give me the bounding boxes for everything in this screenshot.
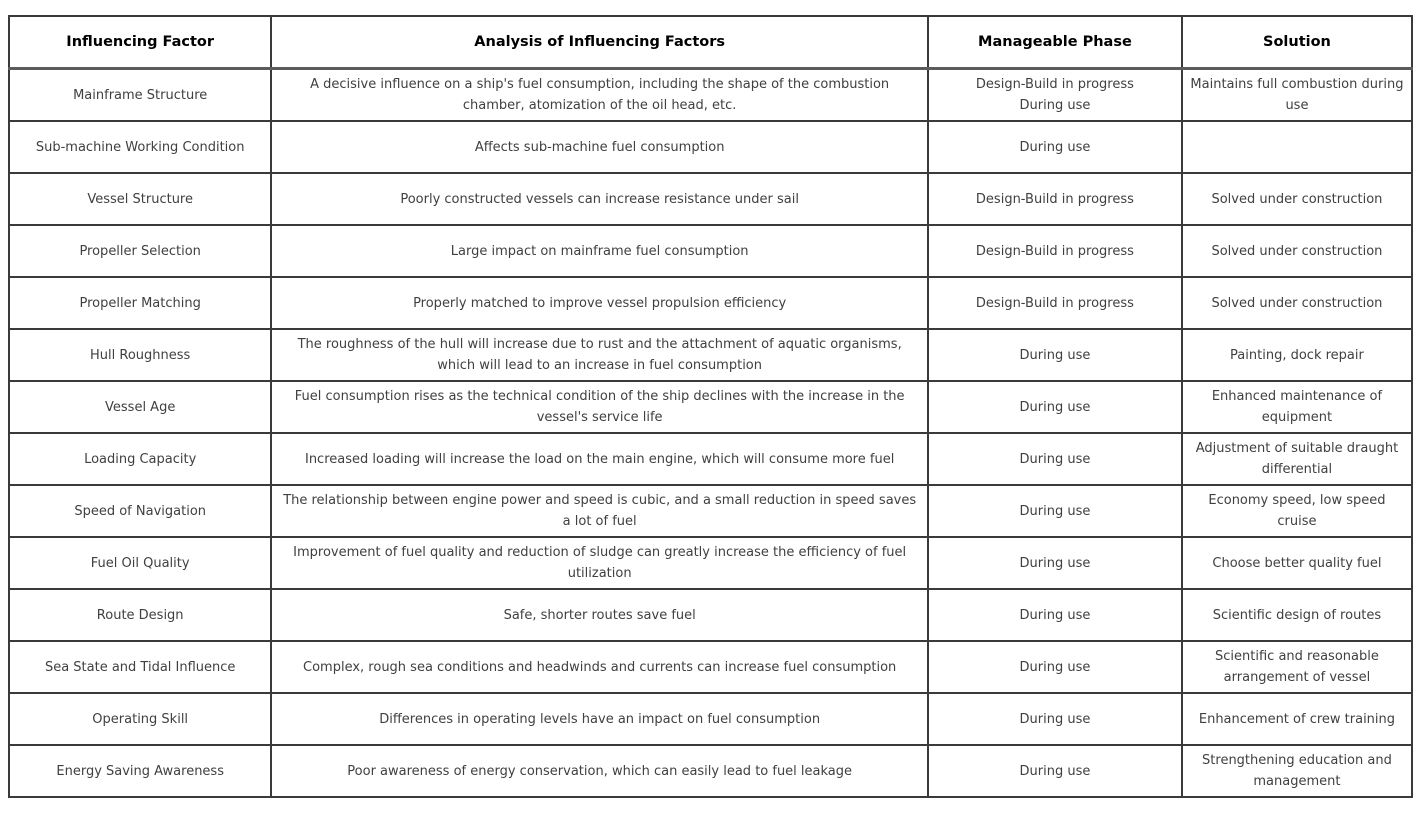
- solution-cell: Choose better quality fuel: [1180, 536, 1414, 590]
- factor-cell: Sea State and Tidal Influence: [7, 640, 273, 694]
- analysis-cell: A decisive influence on a ship's fuel co…: [270, 67, 929, 122]
- table-row: Vessel Age Fuel consumption rises as the…: [7, 380, 1414, 434]
- column-header-manageable-phase: Manageable Phase: [926, 15, 1183, 70]
- analysis-cell: Properly matched to improve vessel propu…: [270, 276, 929, 330]
- phase-line: Design-Build in progress: [975, 77, 1134, 92]
- analysis-cell: The relationship between engine power an…: [270, 484, 929, 538]
- solution-cell: Scientific and reasonable arrangement of…: [1180, 640, 1414, 694]
- table-row: Fuel Oil Quality Improvement of fuel qua…: [7, 536, 1414, 590]
- solution-cell: Enhancement of crew training: [1180, 692, 1414, 746]
- phase-cell: During use: [926, 692, 1183, 746]
- phase-cell: During use: [926, 120, 1183, 174]
- table-row: Propeller Selection Large impact on main…: [7, 224, 1414, 278]
- factor-cell: Vessel Structure: [7, 172, 273, 226]
- phase-cell: During use: [926, 484, 1183, 538]
- phase-cell: During use: [926, 432, 1183, 486]
- solution-cell: Painting, dock repair: [1180, 328, 1414, 382]
- phase-cell: During use: [926, 536, 1183, 590]
- phase-line: During use: [1019, 98, 1091, 113]
- table-row: Energy Saving Awareness Poor awareness o…: [7, 744, 1414, 798]
- analysis-cell: Increased loading will increase the load…: [270, 432, 929, 486]
- solution-cell: Economy speed, low speed cruise: [1180, 484, 1414, 538]
- phase-cell: During use: [926, 588, 1183, 642]
- column-header-influencing-factor: Influencing Factor: [7, 15, 273, 70]
- analysis-cell: Safe, shorter routes save fuel: [270, 588, 929, 642]
- table-row: Speed of Navigation The relationship bet…: [7, 484, 1414, 538]
- factor-cell: Loading Capacity: [7, 432, 273, 486]
- table-row: Loading Capacity Increased loading will …: [7, 432, 1414, 486]
- influencing-factors-table: Influencing Factor Analysis of Influenci…: [7, 15, 1414, 798]
- analysis-cell: Large impact on mainframe fuel consumpti…: [270, 224, 929, 278]
- analysis-cell: Complex, rough sea conditions and headwi…: [270, 640, 929, 694]
- phase-cell: Design-Build in progress During use: [926, 67, 1183, 122]
- phase-cell: Design-Build in progress: [926, 172, 1183, 226]
- table-row: Route Design Safe, shorter routes save f…: [7, 588, 1414, 642]
- table-row: Sea State and Tidal Influence Complex, r…: [7, 640, 1414, 694]
- table-row: Propeller Matching Properly matched to i…: [7, 276, 1414, 330]
- phase-cell: During use: [926, 744, 1183, 798]
- table-row: Mainframe Structure A decisive influence…: [7, 67, 1414, 122]
- column-header-analysis: Analysis of Influencing Factors: [270, 15, 929, 70]
- factor-cell: Route Design: [7, 588, 273, 642]
- factor-cell: Propeller Selection: [7, 224, 273, 278]
- solution-cell: Strengthening education and management: [1180, 744, 1414, 798]
- solution-cell: Solved under construction: [1180, 172, 1414, 226]
- solution-cell: Maintains full combustion during use: [1180, 67, 1414, 122]
- analysis-cell: The roughness of the hull will increase …: [270, 328, 929, 382]
- factor-cell: Vessel Age: [7, 380, 273, 434]
- phase-cell: During use: [926, 328, 1183, 382]
- factor-cell: Propeller Matching: [7, 276, 273, 330]
- factor-cell: Operating Skill: [7, 692, 273, 746]
- phase-cell: During use: [926, 640, 1183, 694]
- analysis-cell: Differences in operating levels have an …: [270, 692, 929, 746]
- factor-cell: Speed of Navigation: [7, 484, 273, 538]
- factor-cell: Hull Roughness: [7, 328, 273, 382]
- analysis-cell: Improvement of fuel quality and reductio…: [270, 536, 929, 590]
- table-row: Vessel Structure Poorly constructed vess…: [7, 172, 1414, 226]
- phase-cell: Design-Build in progress: [926, 276, 1183, 330]
- table-header-row: Influencing Factor Analysis of Influenci…: [7, 15, 1414, 70]
- analysis-cell: Fuel consumption rises as the technical …: [270, 380, 929, 434]
- analysis-cell: Poorly constructed vessels can increase …: [270, 172, 929, 226]
- column-header-solution: Solution: [1180, 15, 1414, 70]
- factor-cell: Mainframe Structure: [7, 67, 273, 122]
- table-row: Hull Roughness The roughness of the hull…: [7, 328, 1414, 382]
- solution-cell: Adjustment of suitable draught different…: [1180, 432, 1414, 486]
- solution-cell: Solved under construction: [1180, 276, 1414, 330]
- factor-cell: Energy Saving Awareness: [7, 744, 273, 798]
- phase-cell: During use: [926, 380, 1183, 434]
- solution-cell: Solved under construction: [1180, 224, 1414, 278]
- factor-cell: Sub-machine Working Condition: [7, 120, 273, 174]
- factor-cell: Fuel Oil Quality: [7, 536, 273, 590]
- solution-cell: [1180, 120, 1414, 174]
- analysis-cell: Poor awareness of energy conservation, w…: [270, 744, 929, 798]
- phase-cell: Design-Build in progress: [926, 224, 1183, 278]
- analysis-cell: Affects sub-machine fuel consumption: [270, 120, 929, 174]
- table-row: Sub-machine Working Condition Affects su…: [7, 120, 1414, 174]
- solution-cell: Enhanced maintenance of equipment: [1180, 380, 1414, 434]
- solution-cell: Scientific design of routes: [1180, 588, 1414, 642]
- table-row: Operating Skill Differences in operating…: [7, 692, 1414, 746]
